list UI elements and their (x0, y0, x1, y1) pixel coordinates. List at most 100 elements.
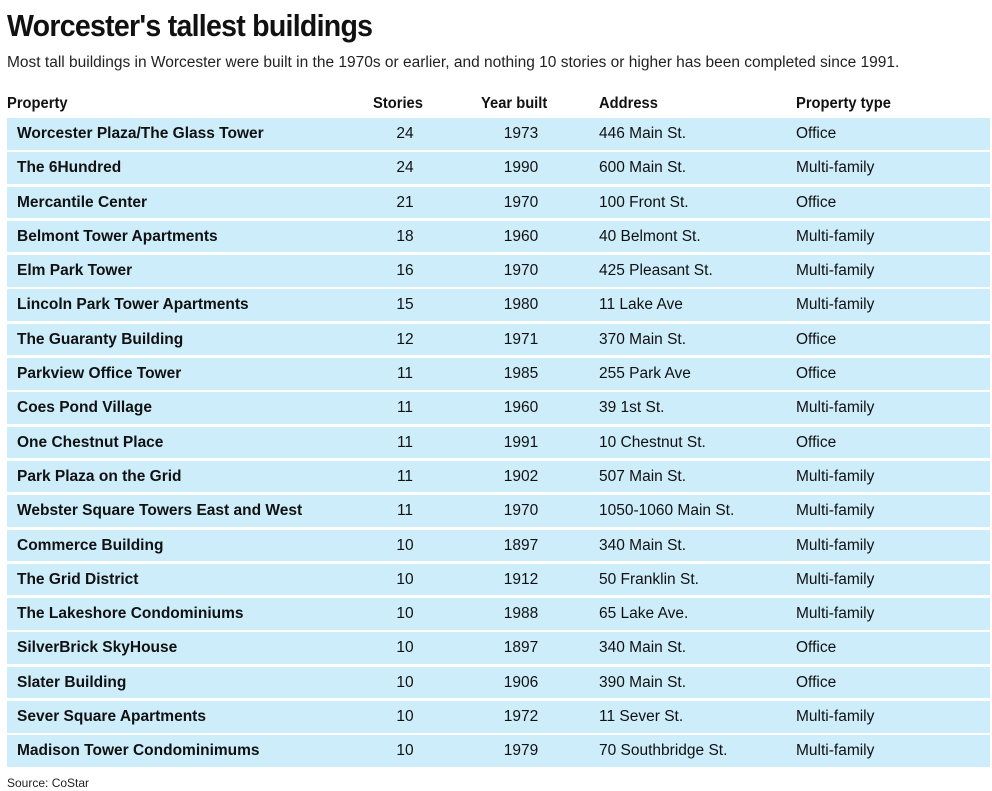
cell-stories: 10 (396, 673, 414, 691)
cell-address: 446 Main St. (599, 125, 687, 142)
table-header: Property Stories Year built Address Prop… (0, 95, 992, 117)
cell-address: 100 Front St. (599, 193, 689, 211)
header-stories: Stories (373, 95, 423, 112)
cell-property-type: Multi-family (796, 742, 875, 760)
cell-property: Coes Pond Village (17, 399, 152, 417)
table-row: SilverBrick SkyHouse 10 1897 340 Main St. Of… (7, 632, 990, 664)
cell-property: Mercantile Center (17, 193, 148, 211)
cell-address: 40 Belmont St. (599, 227, 701, 245)
cell-property-type: Multi-family (796, 296, 875, 314)
cell-address: 370 Main St. (599, 330, 687, 348)
cell-stories: 21 (396, 193, 414, 211)
cell-stories: 10 (396, 639, 414, 657)
cell-property-type: Multi-family (796, 502, 875, 520)
cell-property-type: Office (796, 330, 837, 348)
header-property-type: Property type (796, 95, 891, 112)
table-row: Park Plaza on the Grid 11 1902 507 Main St.… (7, 460, 990, 493)
cell-stories: 11 (396, 399, 414, 417)
cell-year-built: 1897 (503, 536, 539, 554)
cell-stories: 15 (396, 296, 414, 314)
cell-property: Parkview Office Tower (17, 365, 182, 383)
cell-property: Park Plaza on the Grid (17, 467, 182, 485)
table-row: Commerce Building 10 1897 340 Main St. Multi… (7, 529, 990, 562)
header-address: Address (599, 95, 658, 112)
cell-property-type: Multi-family (796, 536, 875, 554)
cell-property-type: Office (796, 639, 837, 657)
cell-year-built: 1970 (503, 262, 539, 280)
cell-year-built: 1970 (503, 193, 539, 211)
table-row: The Grid District 10 1912 50 Franklin St. Mu… (7, 563, 990, 596)
cell-property: The Lakeshore Condominiums (17, 605, 244, 623)
table-row: Webster Square Towers East and West 11 197… (7, 495, 990, 527)
table-row: Sever Square Apartments 10 1972 11 Sever St… (7, 701, 990, 733)
cell-property-type: Multi-family (796, 708, 875, 726)
cell-property: Belmont Tower Apartments (17, 227, 218, 245)
cell-property: Webster Square Towers East and West (17, 502, 303, 520)
cell-address: 70 Southbridge St. (599, 742, 728, 760)
cell-property-type: Office (796, 673, 837, 691)
header-year-built: Year built (481, 95, 548, 112)
cell-address: 425 Pleasant St. (599, 262, 713, 280)
cell-year-built: 1971 (503, 330, 539, 348)
cell-stories: 12 (396, 330, 414, 348)
cell-property: Slater Building (17, 673, 127, 691)
cell-property-type: Multi-family (796, 159, 875, 177)
cell-stories: 11 (396, 365, 414, 383)
cell-property-type: Multi-family (796, 399, 875, 417)
table-row: Worcester Plaza/The Glass Tower 24 1973 446… (7, 118, 990, 150)
cell-stories: 10 (396, 742, 414, 760)
cell-property: Worcester Plaza/The Glass Tower (17, 125, 264, 142)
table-row: Parkview Office Tower 11 1985 255 Park Ave O… (7, 358, 990, 390)
table-row: Coes Pond Village 11 1960 39 1st St. Multi-f… (7, 392, 990, 424)
cell-property: The 6Hundred (17, 159, 122, 177)
cell-address: 10 Chestnut St. (599, 433, 706, 451)
cell-property: Sever Square Apartments (17, 708, 206, 726)
cell-property-type: Office (796, 433, 837, 451)
cell-year-built: 1980 (503, 296, 539, 314)
cell-stories: 11 (396, 433, 414, 451)
cell-address: 507 Main St. (599, 467, 687, 485)
cell-stories: 10 (396, 708, 414, 726)
cell-stories: 24 (396, 159, 414, 177)
cell-address: 600 Main St. (599, 159, 687, 177)
cell-year-built: 1970 (503, 502, 539, 520)
cell-address: 39 1st St. (599, 399, 665, 417)
cell-stories: 10 (396, 570, 414, 588)
cell-address: 11 Sever St. (599, 708, 684, 726)
cell-stories: 16 (396, 262, 414, 280)
cell-year-built: 1906 (503, 673, 539, 691)
cell-property: The Guaranty Building (17, 330, 184, 348)
cell-year-built: 1902 (503, 467, 539, 485)
cell-stories: 10 (396, 536, 414, 554)
cell-property-type: Office (796, 365, 837, 383)
cell-address: 65 Lake Ave. (599, 605, 689, 623)
cell-year-built: 1979 (503, 742, 539, 760)
cell-address: 255 Park Ave (599, 365, 691, 383)
cell-year-built: 1991 (503, 433, 539, 451)
table-row: Elm Park Tower 16 1970 425 Pleasant St. Mult… (7, 255, 990, 287)
cell-property: Madison Tower Condominimums (17, 742, 260, 760)
cell-year-built: 1897 (503, 639, 539, 657)
cell-property: Elm Park Tower (17, 262, 133, 280)
cell-year-built: 1973 (503, 125, 539, 142)
cell-property-type: Multi-family (796, 262, 875, 280)
cell-year-built: 1990 (503, 159, 539, 177)
cell-year-built: 1972 (503, 708, 539, 726)
cell-address: 11 Lake Ave (599, 296, 683, 314)
header-property: Property (7, 95, 68, 112)
cell-address: 50 Franklin St. (599, 570, 699, 588)
cell-year-built: 1988 (503, 605, 539, 623)
chart-subtitle: Most tall buildings in Worcester were bu… (7, 54, 900, 71)
cell-property-type: Multi-family (796, 227, 875, 245)
table-row: One Chestnut Place 11 1991 10 Chestnut St. O… (7, 426, 990, 459)
cell-stories: 24 (396, 125, 414, 142)
table-row: The Guaranty Building 12 1971 370 Main St. O… (7, 323, 990, 356)
cell-stories: 10 (396, 605, 414, 623)
cell-property: The Grid District (17, 570, 139, 588)
table-body: Worcester Plaza/The Glass Tower 24 1973 446… (7, 118, 990, 770)
chart-title: Worcester's tallest buildings (7, 8, 373, 43)
cell-property: Lincoln Park Tower Apartments (17, 296, 249, 314)
cell-property: SilverBrick SkyHouse (17, 639, 178, 657)
cell-stories: 11 (396, 467, 414, 485)
cell-address: 340 Main St. (599, 639, 687, 657)
